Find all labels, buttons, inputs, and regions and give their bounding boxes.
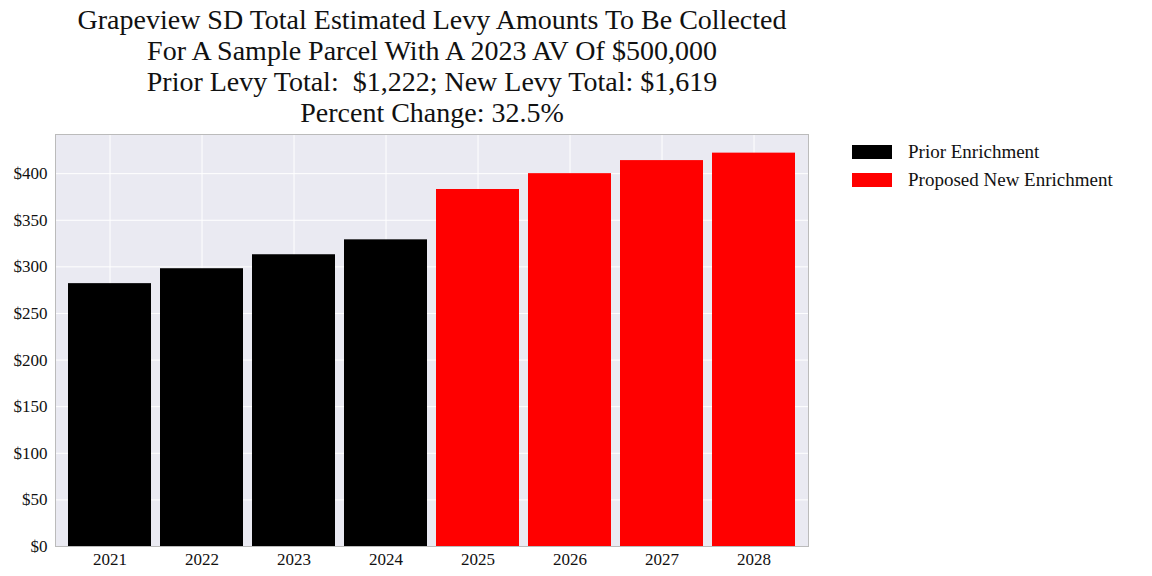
svg-text:$200: $200 — [14, 351, 48, 370]
svg-text:2025: 2025 — [461, 550, 495, 569]
svg-text:2027: 2027 — [645, 550, 680, 569]
svg-text:$400: $400 — [14, 164, 48, 183]
svg-text:2026: 2026 — [553, 550, 587, 569]
html-text:Proposed New Enrichment: Proposed New Enrichment — [908, 169, 1113, 190]
svg-text:$150: $150 — [14, 397, 48, 416]
html-text:Grapeview SD Total Estimated L: Grapeview SD Total Estimated Levy Amount… — [77, 4, 787, 128]
svg-text:$50: $50 — [22, 490, 48, 509]
svg-text:2023: 2023 — [277, 550, 311, 569]
svg-text:$250: $250 — [14, 304, 48, 323]
svg-text:$0: $0 — [31, 537, 48, 556]
html-text:Prior Enrichment: Prior Enrichment — [908, 141, 1040, 162]
svg-text:2021: 2021 — [93, 550, 127, 569]
svg-text:$100: $100 — [14, 444, 48, 463]
svg-text:$350: $350 — [14, 211, 48, 230]
svg-text:2022: 2022 — [185, 550, 219, 569]
svg-text:2024: 2024 — [369, 550, 404, 569]
svg-text:$300: $300 — [14, 257, 48, 276]
svg-text:2028: 2028 — [737, 550, 771, 569]
